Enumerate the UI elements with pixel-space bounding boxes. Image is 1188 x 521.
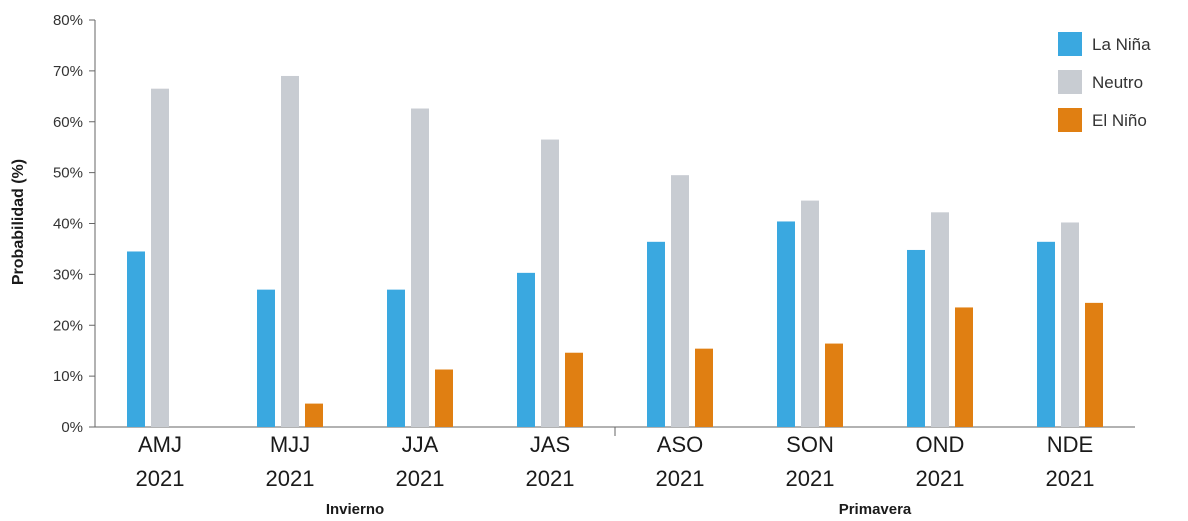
x-category-label: OND: [916, 432, 965, 457]
bar: [387, 289, 405, 427]
x-category-label: ASO: [657, 432, 703, 457]
bar: [435, 369, 453, 427]
x-category-year: 2021: [266, 466, 315, 491]
group-label: Primavera: [839, 501, 912, 518]
bar: [411, 108, 429, 428]
x-category-label: JJA: [402, 432, 439, 457]
bar: [127, 251, 145, 427]
bar: [1037, 241, 1055, 427]
x-category-label: AMJ: [138, 432, 182, 457]
y-tick-label: 60%: [53, 114, 83, 131]
y-tick-label: 40%: [53, 216, 83, 233]
bar: [671, 175, 689, 427]
x-category-label: SON: [786, 432, 834, 457]
y-tick-label: 10%: [53, 368, 83, 385]
bar: [565, 352, 583, 427]
y-axis-label: Probabilidad (%): [10, 159, 27, 285]
bar: [825, 343, 843, 427]
y-tick-label: 80%: [53, 12, 83, 29]
bar: [695, 348, 713, 427]
bar: [305, 403, 323, 427]
x-category-label: NDE: [1047, 432, 1093, 457]
bar: [281, 75, 299, 428]
y-tick-label: 70%: [53, 63, 83, 80]
x-category-label: MJJ: [270, 432, 310, 457]
bar: [517, 272, 535, 427]
bar: [907, 249, 925, 427]
legend-label: Neutro: [1092, 73, 1143, 92]
axis-labels: AMJ 2021 MJJ 2021 JJA 2021 JAS 2021 ASO 2021 SON 20…: [136, 432, 1095, 518]
x-category-year: 2021: [1046, 466, 1095, 491]
bar: [151, 88, 169, 428]
y-tick-label: 0%: [61, 419, 83, 436]
bar: [541, 139, 559, 427]
y-tick-label: 50%: [53, 165, 83, 182]
bar: [931, 212, 949, 427]
bar: [955, 307, 973, 427]
x-category-year: 2021: [916, 466, 965, 491]
x-category-label: JAS: [530, 432, 570, 457]
bar: [777, 221, 795, 427]
legend-swatch: [1058, 108, 1082, 132]
legend-label: El Niño: [1092, 111, 1147, 130]
x-category-year: 2021: [526, 466, 575, 491]
legend-swatch: [1058, 70, 1082, 94]
y-tick-label: 20%: [53, 317, 83, 334]
x-category-year: 2021: [396, 466, 445, 491]
bar: [801, 200, 819, 427]
legend-label: La Niña: [1092, 35, 1151, 54]
x-category-year: 2021: [786, 466, 835, 491]
bar: [647, 241, 665, 427]
group-label: Invierno: [326, 501, 384, 518]
y-tick-label: 30%: [53, 266, 83, 283]
bar: [1061, 222, 1079, 427]
bar: [257, 289, 275, 427]
legend: La Niña Neutro El Niño: [1058, 32, 1151, 132]
axes: 0% 10% 20% 30% 40% 50% 60% 70% 80%: [53, 12, 1135, 436]
bars: [127, 75, 1103, 428]
legend-swatch: [1058, 32, 1082, 56]
x-category-year: 2021: [136, 466, 185, 491]
bar: [1085, 302, 1103, 427]
x-category-year: 2021: [656, 466, 705, 491]
